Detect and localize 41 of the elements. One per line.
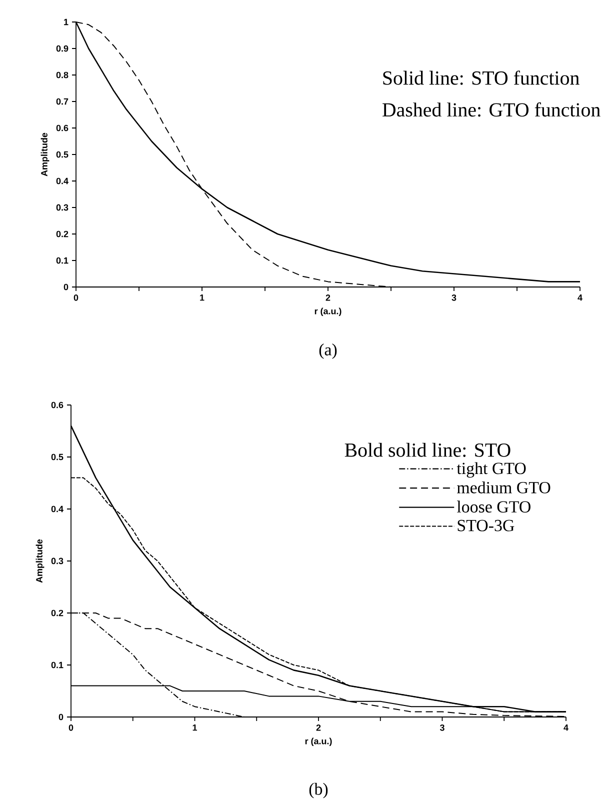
x-axis-title: r (a.u.)	[305, 738, 332, 746]
y-tick-label: 0.5	[51, 454, 64, 460]
x-tick-label: 3	[452, 294, 456, 301]
x-tick-label: 1	[200, 294, 204, 301]
legend-label: loose GTO	[457, 500, 530, 513]
y-tick-label: 0.4	[56, 178, 68, 184]
x-tick-label: 3	[440, 724, 444, 731]
x-tick-label: 0	[74, 294, 78, 301]
x-tick-label: 2	[326, 294, 330, 301]
text: (a)	[319, 344, 337, 359]
x-tick-label: 0	[68, 724, 74, 731]
y-tick-label: 0.6	[51, 402, 64, 408]
y-tick-label: 0.6	[56, 124, 68, 132]
y-tick-label: 1	[64, 18, 68, 26]
text: (b)	[309, 782, 328, 798]
x-tick-label: 4	[578, 294, 582, 301]
y-axis-title: Amplitude	[36, 539, 44, 583]
y-tick-label: 0.3	[51, 558, 64, 564]
x-axis-title: r (a.u.)	[314, 308, 342, 316]
y-tick-label: 0.3	[56, 204, 68, 211]
y-tick-label: 0.1	[51, 662, 64, 668]
y-tick-label: 0.5	[56, 151, 68, 158]
legend-label: tight GTO	[456, 462, 526, 478]
legend-label: medium GTO	[457, 481, 550, 494]
y-tick-label: 0.1	[56, 257, 68, 264]
legend-title: Bold solid line: STO	[344, 442, 510, 457]
y-tick-label: 0.2	[56, 230, 68, 238]
y-tick-label: 0.2	[51, 610, 64, 616]
y-tick-label: 0.8	[56, 72, 68, 78]
x-tick-label: 1	[192, 724, 197, 731]
y-tick-label: 0	[58, 714, 64, 720]
legend-label: STO-3G	[458, 520, 514, 532]
annotation: Dashed line: GTO function	[382, 102, 600, 117]
y-tick-label: 0	[64, 284, 68, 290]
y-tick-label: 0.7	[56, 98, 68, 105]
y-axis-title: Amplitude	[40, 132, 50, 176]
y-tick-label: 0.9	[56, 45, 68, 52]
annotation: Solid line: STO function	[383, 70, 580, 85]
y-tick-label: 0.4	[51, 506, 64, 512]
x-tick-label: 4	[564, 724, 568, 731]
x-tick-label: 2	[316, 724, 321, 731]
